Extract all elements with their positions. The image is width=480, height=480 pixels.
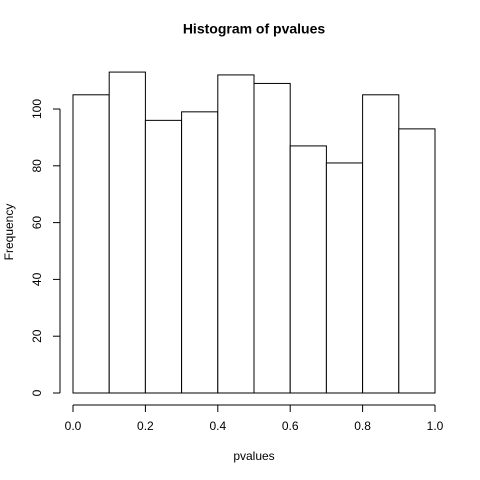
y-tick-label: 20 [30, 329, 44, 343]
bar [253, 82, 291, 394]
bar [325, 162, 364, 394]
x-tick-label: 0.4 [209, 419, 226, 433]
y-tick-label: 100 [30, 99, 44, 119]
bar [108, 71, 146, 394]
x-tick-label: 0.2 [137, 419, 154, 433]
x-tick-label: 1.0 [427, 419, 444, 433]
bar [181, 111, 219, 394]
y-tick-label: 40 [30, 272, 44, 286]
y-tick-label: 0 [30, 389, 44, 396]
chart-title: Histogram of pvalues [183, 21, 326, 37]
x-tick-label: 0.6 [282, 419, 299, 433]
y-axis-label: Frequency [2, 204, 16, 261]
bar [72, 94, 110, 394]
bar [289, 145, 327, 394]
y-tick-label: 60 [30, 216, 44, 230]
bar [362, 94, 400, 394]
x-axis-label: pvalues [233, 449, 274, 463]
bar [398, 128, 436, 394]
y-tick-label: 80 [30, 159, 44, 173]
bar [144, 119, 183, 394]
bar [217, 74, 255, 394]
x-tick-label: 0.0 [65, 419, 82, 433]
x-tick-label: 0.8 [354, 419, 371, 433]
